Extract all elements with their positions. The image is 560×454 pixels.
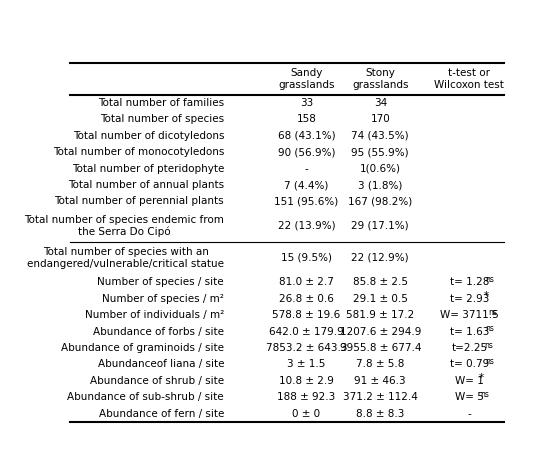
Text: ns: ns [486, 275, 494, 284]
Text: Abundance of fern / site: Abundance of fern / site [99, 409, 224, 419]
Text: W= 1: W= 1 [455, 376, 484, 386]
Text: Total number of dicotyledons: Total number of dicotyledons [73, 131, 224, 141]
Text: Total number of pteridophyte: Total number of pteridophyte [72, 163, 224, 173]
Text: 22 (12.9%): 22 (12.9%) [352, 253, 409, 263]
Text: 22 (13.9%): 22 (13.9%) [278, 221, 335, 231]
Text: 151 (95.6%): 151 (95.6%) [274, 197, 339, 207]
Text: t-test or
Wilcoxon test: t-test or Wilcoxon test [435, 68, 504, 90]
Text: Stony
grasslands: Stony grasslands [352, 68, 409, 90]
Text: Abundance of sub-shrub / site: Abundance of sub-shrub / site [67, 392, 224, 402]
Text: t=2.25: t=2.25 [451, 343, 487, 353]
Text: 371.2 ± 112.4: 371.2 ± 112.4 [343, 392, 418, 402]
Text: 0 ± 0: 0 ± 0 [292, 409, 320, 419]
Text: Abundance of forbs / site: Abundance of forbs / site [93, 326, 224, 336]
Text: 33: 33 [300, 98, 313, 108]
Text: ns: ns [486, 324, 494, 333]
Text: 74 (43.5%): 74 (43.5%) [352, 131, 409, 141]
Text: 578.8 ± 19.6: 578.8 ± 19.6 [272, 310, 340, 320]
Text: Number of species / site: Number of species / site [97, 277, 224, 287]
Text: 29.1 ± 0.5: 29.1 ± 0.5 [353, 294, 408, 304]
Text: Total number of annual plants: Total number of annual plants [68, 180, 224, 190]
Text: ns: ns [486, 357, 494, 366]
Text: Total number of perennial plants: Total number of perennial plants [54, 197, 224, 207]
Text: ns: ns [480, 390, 489, 399]
Text: ns: ns [488, 308, 497, 317]
Text: Abundance of graminoids / site: Abundance of graminoids / site [61, 343, 224, 353]
Text: Abundance of shrub / site: Abundance of shrub / site [90, 376, 224, 386]
Text: 1207.6 ± 294.9: 1207.6 ± 294.9 [339, 326, 421, 336]
Text: W= 3711.5: W= 3711.5 [440, 310, 498, 320]
Text: 85.8 ± 2.5: 85.8 ± 2.5 [353, 277, 408, 287]
Text: 7853.2 ± 643.3: 7853.2 ± 643.3 [266, 343, 347, 353]
Text: 581.9 ± 17.2: 581.9 ± 17.2 [346, 310, 414, 320]
Text: 10.8 ± 2.9: 10.8 ± 2.9 [279, 376, 334, 386]
Text: t= 1.63: t= 1.63 [450, 326, 489, 336]
Text: 95 (55.9%): 95 (55.9%) [352, 147, 409, 157]
Text: t= 0.79: t= 0.79 [450, 360, 489, 370]
Text: W= 5: W= 5 [455, 392, 484, 402]
Text: *: * [484, 291, 489, 301]
Text: 170: 170 [370, 114, 390, 124]
Text: 9955.8 ± 677.4: 9955.8 ± 677.4 [339, 343, 421, 353]
Text: Total number of species: Total number of species [100, 114, 224, 124]
Text: 188 ± 92.3: 188 ± 92.3 [277, 392, 335, 402]
Text: 642.0 ± 179.9: 642.0 ± 179.9 [269, 326, 344, 336]
Text: Number of individuals / m²: Number of individuals / m² [85, 310, 224, 320]
Text: 91 ± 46.3: 91 ± 46.3 [354, 376, 406, 386]
Text: 29 (17.1%): 29 (17.1%) [352, 221, 409, 231]
Text: 90 (56.9%): 90 (56.9%) [278, 147, 335, 157]
Text: 68 (43.1%): 68 (43.1%) [278, 131, 335, 141]
Text: 167 (98.2%): 167 (98.2%) [348, 197, 412, 207]
Text: t= 2.93: t= 2.93 [450, 294, 489, 304]
Text: Total number of species with an
endangered/vulnerable/critical statue: Total number of species with an endanger… [27, 247, 224, 269]
Text: ns: ns [484, 340, 493, 350]
Text: 15 (9.5%): 15 (9.5%) [281, 253, 332, 263]
Text: Total number of families: Total number of families [98, 98, 224, 108]
Text: 1(0.6%): 1(0.6%) [360, 163, 401, 173]
Text: Total number of monocotyledons: Total number of monocotyledons [53, 147, 224, 157]
Text: 7.8 ± 5.8: 7.8 ± 5.8 [356, 360, 404, 370]
Text: -: - [468, 409, 471, 419]
Text: 26.8 ± 0.6: 26.8 ± 0.6 [279, 294, 334, 304]
Text: *: * [479, 373, 484, 383]
Text: 158: 158 [297, 114, 316, 124]
Text: -: - [305, 163, 309, 173]
Text: Number of species / m²: Number of species / m² [102, 294, 224, 304]
Text: 8.8 ± 8.3: 8.8 ± 8.3 [356, 409, 404, 419]
Text: 3 (1.8%): 3 (1.8%) [358, 180, 403, 190]
Text: Abundanceof liana / site: Abundanceof liana / site [97, 360, 224, 370]
Text: 34: 34 [374, 98, 387, 108]
Text: 7 (4.4%): 7 (4.4%) [284, 180, 329, 190]
Text: 81.0 ± 2.7: 81.0 ± 2.7 [279, 277, 334, 287]
Text: t= 1.28: t= 1.28 [450, 277, 489, 287]
Text: Total number of species endemic from
the Serra Do Cipó: Total number of species endemic from the… [24, 215, 224, 237]
Text: 3 ± 1.5: 3 ± 1.5 [287, 360, 326, 370]
Text: Sandy
grasslands: Sandy grasslands [278, 68, 335, 90]
